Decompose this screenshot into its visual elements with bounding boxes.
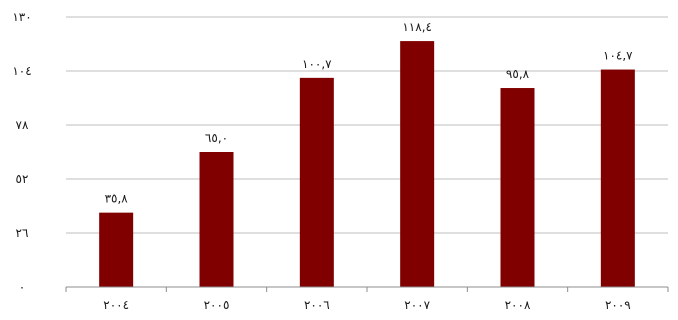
- bar: [99, 212, 134, 287]
- x-tick-label: ٢٠٠٨: [505, 298, 531, 312]
- data-label: ١١٨,٤: [402, 20, 432, 34]
- x-axis-tick-labels: ٢٠٠٤ ٢٠٠٥ ٢٠٠٦ ٢٠٠٧ ٢٠٠٨ ٢٠٠٩: [103, 298, 630, 312]
- bar: [400, 41, 435, 287]
- data-label: ٦٥,٠: [205, 131, 228, 145]
- x-tick-label: ٢٠٠٥: [204, 298, 230, 312]
- bar: [600, 69, 635, 288]
- y-tick-label: ٠: [19, 280, 25, 294]
- bars: [99, 41, 635, 288]
- data-label: ٩٥,٨: [506, 67, 530, 81]
- x-tick-label: ٢٠٠٧: [404, 298, 430, 312]
- y-tick-label: ٥٢: [16, 172, 29, 186]
- gridlines: [66, 16, 668, 234]
- x-tick-label: ٢٠٠٦: [304, 298, 330, 312]
- data-label: ١٠٠,٧: [302, 57, 332, 71]
- data-label: ٣٥,٨: [105, 192, 129, 206]
- y-tick-label: ٢٦: [16, 226, 29, 240]
- bar: [500, 88, 535, 288]
- y-tick-label: ١٠٤: [12, 64, 31, 78]
- bar: [199, 152, 234, 287]
- x-tick-label: ٢٠٠٩: [605, 298, 631, 312]
- data-labels: ٣٥,٨ ٦٥,٠ ١٠٠,٧ ١١٨,٤ ٩٥,٨ ١٠٤,٧: [105, 20, 634, 206]
- y-axis-tick-labels: ٠ ٢٦ ٥٢ ٧٨ ١٠٤ ١٣٠: [12, 10, 31, 294]
- data-label: ١٠٤,٧: [603, 49, 633, 63]
- x-tick-label: ٢٠٠٤: [103, 298, 129, 312]
- x-axis: [65, 286, 669, 292]
- bar: [299, 77, 334, 287]
- y-tick-label: ١٣٠: [12, 10, 31, 24]
- y-tick-label: ٧٨: [16, 118, 29, 132]
